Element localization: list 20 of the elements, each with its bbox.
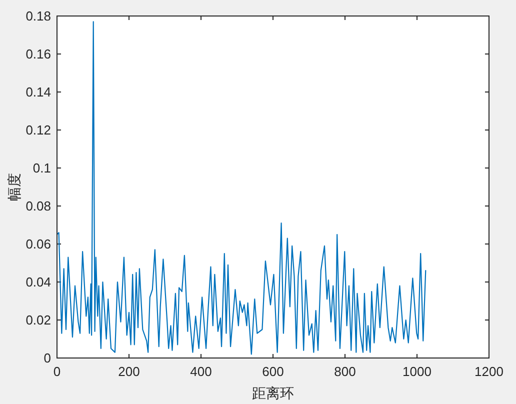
line-series <box>56 21 426 355</box>
y-tick-label: 0.18 <box>26 8 51 24</box>
x-tick-label: 1000 <box>402 364 432 379</box>
y-tick-label: 0.02 <box>26 312 51 328</box>
x-tick-label: 200 <box>118 364 140 379</box>
y-tick-label: 0.06 <box>26 236 51 252</box>
y-tick-label: 0.08 <box>26 198 51 214</box>
x-tick-label: 1200 <box>474 364 504 379</box>
x-axis-title: 距离环 <box>252 385 294 401</box>
x-tick-label: 600 <box>262 364 284 379</box>
y-tick-label: 0.14 <box>26 84 51 100</box>
y-tick-label: 0.16 <box>26 46 51 62</box>
x-tick-label: 0 <box>53 364 61 379</box>
y-tick-label: 0.1 <box>32 160 51 176</box>
y-tick-label: 0.04 <box>26 274 51 290</box>
x-tick-label: 800 <box>334 364 356 379</box>
x-tick-label: 400 <box>190 364 212 379</box>
y-tick-label: 0 <box>44 350 51 366</box>
y-tick-label: 0.12 <box>26 122 51 138</box>
y-axis-title: 幅度 <box>6 173 22 201</box>
